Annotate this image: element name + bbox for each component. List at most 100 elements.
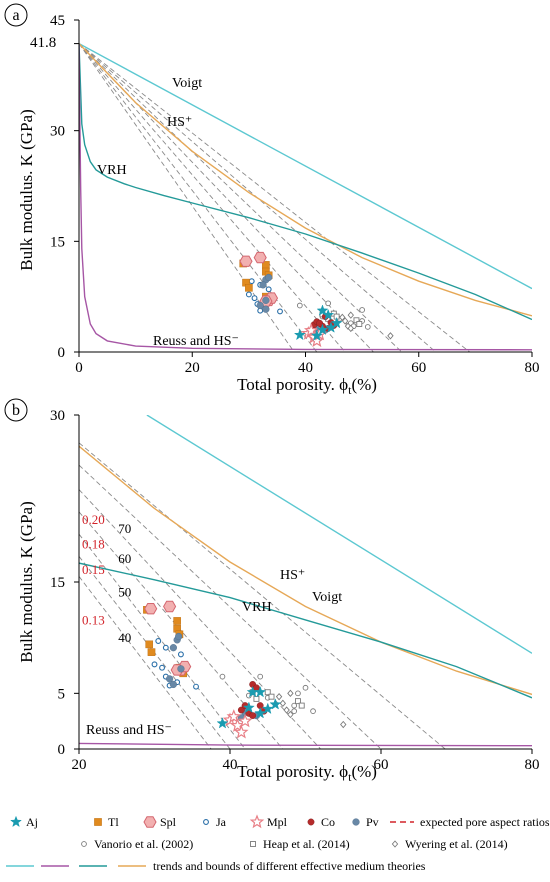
a-point-Ja-6 [277,308,283,315]
a-point-Co-7 [316,319,324,327]
a-xtick-label-80: 80 [525,360,540,376]
b-point-Vanorio-3 [291,702,298,709]
b-point-Mpl-3 [234,724,249,739]
b-point-Vanorio-7 [302,684,309,691]
legend-Spl-marker [143,816,157,828]
b-curve-hs_plus [79,445,532,696]
a-point-Vanorio-8 [325,300,332,307]
b-plot-area [79,415,532,749]
b-ytick-label-30: 30 [50,408,65,424]
panel-a-badge [4,3,28,27]
a-voigt-label: Voigt [172,76,202,91]
b-curve-reuss [79,742,532,747]
b-ar-red-label-2: 0.15 [82,562,105,577]
b-curve-vrh [79,562,532,699]
a-point-Mpl-3 [309,333,325,348]
legend-Mpl-label: Mpl [267,815,288,829]
a-curve-voigt [79,42,532,290]
a-xlabel: Total porosity. ϕt(%) [237,375,377,397]
b-ytick-label-0: 0 [58,742,66,758]
a-point-Pv-0 [256,301,264,310]
a-point-Aj-3 [316,323,329,335]
b-ar-black-label-0: 70 [118,521,131,536]
b-point-Ja-9 [177,651,184,658]
a-point-Vanorio-7 [359,307,365,313]
legend-Vanorio-marker [81,841,87,847]
b-ar-black-label-3: 40 [118,630,131,645]
b-vrh-label: VRH [242,600,272,615]
a-plot-area [79,42,532,352]
b-ar-line-5 [79,464,382,749]
a-point-Aj-1 [316,304,329,316]
b-point-Wyering-0 [275,692,283,701]
a-point-Pv-4 [262,296,270,304]
legend-Ja-label: Ja [216,815,227,829]
a-ar-line-0 [79,43,295,352]
b-xtick-label-40: 40 [223,757,238,773]
b-point-Wyering-2 [283,706,290,714]
a-ar-line-2 [79,43,346,352]
b-point-Tl-3 [173,617,181,625]
legend-Vanorio-label: Vanorio et al. (2002) [94,837,193,851]
a-ytick-label-15: 15 [50,234,65,250]
a-point-Aj-0 [293,328,306,341]
b-point-Vanorio-8 [257,673,264,680]
legend-Heap-label: Heap et al. (2014) [263,837,350,851]
b-ytick-label-15: 15 [50,575,65,591]
a-point-Aj-5 [330,316,343,329]
a-point-Vanorio-0 [296,302,303,309]
b-point-Heap-4 [295,698,301,705]
b-curve-voigt [146,415,532,654]
b-xlabel: Total porosity. ϕt(%) [237,762,377,784]
legend-Tl-label: Tl [108,815,119,829]
a-point-Mpl-1 [303,322,319,337]
b-point-Aj-3 [254,685,267,698]
a-point-Ja-1 [251,295,258,302]
a-point-Pv-1 [262,305,270,313]
b-point-Tl-1 [145,640,154,649]
b-point-Spl-0 [144,603,158,615]
a-vrh-label: VRH [97,163,127,178]
a-hsplus-label: HS⁺ [167,115,192,130]
b-point-Co-3 [249,712,257,719]
a-point-Ja-0 [245,291,252,298]
a-xtick-label-20: 20 [185,360,200,376]
b-xtick-label-80: 80 [525,757,540,773]
panel-b: b 0.20 0.18 0.15 0.13 70 60 50 40 20 40 60 80 0 5 15 3… [4,398,540,784]
legend-Aj-marker [10,815,22,828]
b-point-Vanorio-6 [310,708,316,714]
b-point-Co-5 [253,684,260,692]
b-point-Heap-5 [298,702,305,709]
a-point-Wyering-3 [347,311,354,319]
b-ar-line-0 [79,576,212,749]
b-point-Wyering-5 [340,720,347,729]
a-point-Pv-5 [259,281,267,289]
b-xtick-label-20: 20 [72,757,87,773]
legend-Heap-marker [250,841,256,847]
b-ylabel: Bulk modulus. K (GPa) [17,501,36,663]
a-point-Wyering-0 [339,313,346,322]
b-point-Ja-0 [151,661,158,668]
b-point-Ja-7 [155,638,162,644]
a-xtick-label-40: 40 [298,360,313,376]
b-ar-red-label-3: 0.13 [82,612,105,627]
b-point-Aj-1 [242,701,255,713]
b-point-Pv-3 [175,632,183,641]
b-ar-black-label-2: 50 [118,584,131,599]
legend-Ja-marker [203,819,209,825]
a-ytick-label-0: 0 [58,345,66,361]
b-point-Pv-1 [169,680,177,689]
b-point-Spl-1 [163,600,177,613]
b-point-Aj-4 [254,707,267,719]
a-ar-line-6 [79,43,470,352]
a-ytick-label-30: 30 [50,124,65,140]
b-point-Heap-2 [264,689,271,696]
a-curve-vrh [79,43,532,321]
b-point-Aj-6 [269,698,282,710]
legend-Pv-marker [352,818,360,826]
panel-b-badge [4,398,28,422]
a-ytick-41-8: 41.8 [30,35,56,51]
b-point-Pv-5 [169,644,177,652]
b-point-Wyering-4 [287,710,294,719]
b-point-Vanorio-5 [295,690,301,697]
